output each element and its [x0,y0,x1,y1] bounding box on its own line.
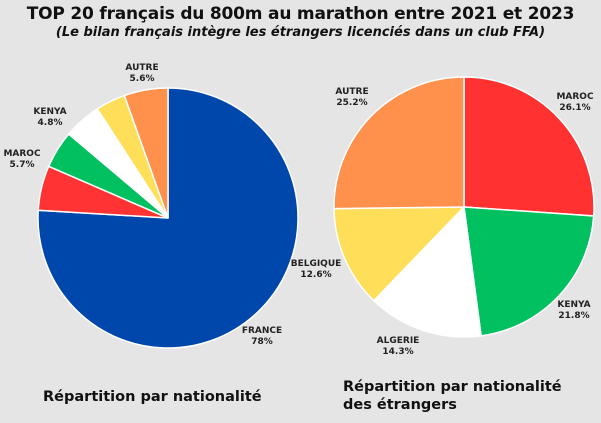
right-pie-slice-belgique [333,206,466,302]
right-label-maroc: MAROC [556,92,594,102]
right-value-algerie: 14.3% [382,347,413,357]
left-value-kenya: 4.8% [38,118,63,128]
right-pie-caption: Répartition par nationalité des étranger… [343,379,562,413]
left-label-france: FRANCE [242,326,282,336]
left-pie-slice-autre [123,87,169,219]
left-pie-slice-france [37,87,299,349]
left-value-maroc: 5.7% [10,160,35,170]
left-value-autre: 5.6% [130,74,155,84]
right-label-autre: AUTRE [335,87,368,97]
left-label-autre: AUTRE [125,63,158,73]
right-label-algerie: ALGERIE [377,336,420,346]
chart-subtitle: (Le bilan français intègre les étrangers… [55,25,546,40]
chart-title: TOP 20 français du 800m au marathon entr… [26,4,575,24]
right-pie-slice-maroc [463,76,595,217]
left-value-france: 78% [251,337,273,347]
right-value-autre: 25.2% [336,98,367,108]
right-pie-slice-algerie [372,205,482,338]
right-value-maroc: 26.1% [559,103,590,113]
right-value-kenya: 21.8% [558,311,589,321]
right-label-kenya: KENYA [557,300,590,310]
left-label-maroc: MAROC [3,149,41,159]
left-label-kenya: KENYA [33,107,66,117]
right-pie-slice-kenya [463,206,595,337]
right-value-belgique: 12.6% [300,270,331,280]
right-pie-slice-autre [333,76,465,210]
right-label-belgique: BELGIQUE [291,259,342,269]
left-pie-caption: Répartition par nationalité [43,389,262,405]
